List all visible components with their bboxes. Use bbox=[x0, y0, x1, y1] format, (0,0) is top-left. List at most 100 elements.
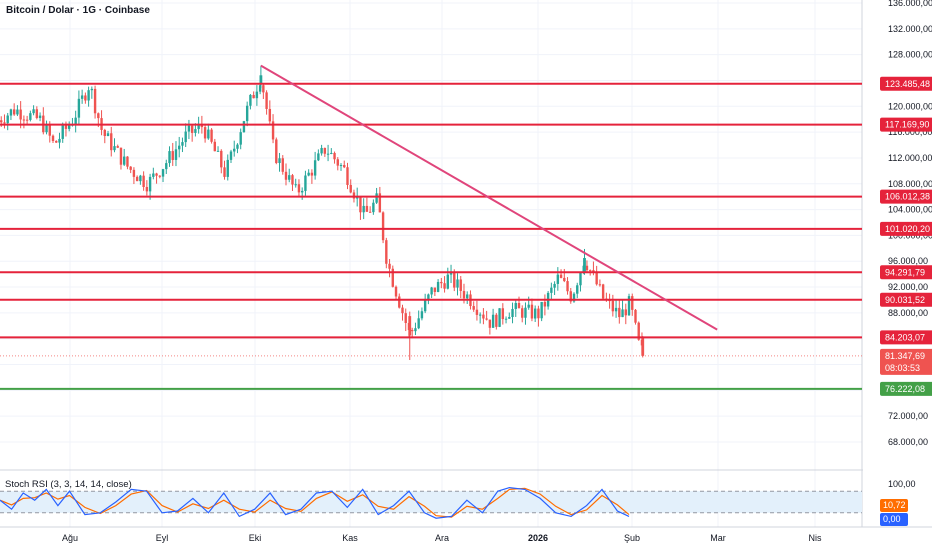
candle bbox=[262, 83, 265, 100]
candle bbox=[495, 313, 498, 330]
candle bbox=[90, 86, 94, 99]
candle bbox=[77, 90, 81, 126]
candle bbox=[388, 258, 391, 278]
candle bbox=[74, 110, 77, 133]
price-tick-label: 120.000,00 bbox=[888, 101, 932, 111]
candle bbox=[310, 169, 314, 184]
candle bbox=[291, 173, 294, 191]
time-axis[interactable]: Ağu Eyl Eki Kas Ara 2026 Şub Mar Nis bbox=[0, 526, 932, 543]
candle bbox=[485, 310, 488, 321]
candle bbox=[521, 305, 524, 323]
price-tick-label: 92.000,00 bbox=[888, 282, 928, 292]
candle bbox=[3, 114, 6, 129]
candle bbox=[110, 126, 113, 157]
price-level-tag[interactable]: 101.020,20 bbox=[880, 221, 932, 236]
candle bbox=[608, 293, 611, 309]
candle bbox=[417, 310, 420, 330]
candle bbox=[618, 299, 621, 324]
candle bbox=[330, 148, 333, 155]
price-tick-label: 136.000,00 bbox=[888, 0, 932, 8]
candle bbox=[38, 112, 42, 122]
stoch-line-d bbox=[0, 487, 630, 518]
price-level-tag[interactable]: 117.169,90 bbox=[880, 117, 932, 132]
price-level-tag[interactable]: 76.222,08 bbox=[880, 381, 932, 396]
candle bbox=[394, 285, 398, 300]
candle bbox=[265, 90, 268, 115]
countdown-label: 08:03:53 bbox=[885, 363, 920, 373]
candle bbox=[281, 155, 284, 175]
candle bbox=[55, 140, 58, 144]
price-level-tag[interactable]: 90.031,52 bbox=[880, 292, 932, 307]
candle bbox=[524, 302, 527, 325]
time-axis-label: Eyl bbox=[156, 533, 169, 543]
price-tick-label: 128.000,00 bbox=[888, 50, 932, 60]
candle bbox=[67, 121, 71, 132]
time-axis-label: Nis bbox=[809, 533, 822, 543]
stoch-rsi-pane bbox=[0, 486, 862, 519]
candle bbox=[359, 196, 362, 220]
candle bbox=[216, 146, 220, 152]
candle bbox=[126, 156, 129, 170]
candle bbox=[530, 298, 534, 322]
price-tick-label: 88.000,00 bbox=[888, 308, 928, 318]
svg-text:106.012,38: 106.012,38 bbox=[885, 192, 930, 202]
candle bbox=[504, 316, 508, 324]
candle bbox=[184, 123, 187, 148]
candle bbox=[233, 140, 236, 157]
candle bbox=[514, 300, 517, 317]
price-level-tag[interactable]: 123.485,48 bbox=[880, 76, 932, 91]
candle bbox=[349, 179, 352, 194]
stoch-line-k bbox=[0, 486, 630, 519]
candle bbox=[174, 141, 178, 167]
candle bbox=[61, 122, 64, 143]
price-level-tag[interactable]: 94.291,79 bbox=[880, 265, 932, 280]
candle bbox=[226, 154, 229, 181]
indicator-label[interactable]: Stoch RSI (3, 3, 14, 14, close) bbox=[5, 479, 132, 490]
candle bbox=[297, 179, 301, 198]
candles bbox=[0, 65, 645, 361]
candle bbox=[478, 312, 482, 324]
candle bbox=[210, 128, 213, 144]
candle bbox=[423, 293, 427, 314]
candle bbox=[540, 301, 543, 322]
candle bbox=[482, 308, 485, 325]
candle bbox=[414, 322, 417, 336]
candle bbox=[508, 312, 511, 319]
candle bbox=[220, 149, 223, 174]
candle bbox=[142, 171, 145, 191]
candle bbox=[187, 119, 191, 140]
time-axis-label: Ara bbox=[435, 533, 449, 543]
candle bbox=[145, 180, 149, 196]
last-price-tag[interactable]: 81.347,69 08:03:53 bbox=[880, 348, 932, 375]
candle bbox=[171, 142, 174, 166]
candle bbox=[611, 294, 615, 317]
candle bbox=[527, 296, 530, 310]
candle bbox=[559, 269, 563, 279]
time-axis-label: Şub bbox=[624, 533, 640, 543]
candle bbox=[323, 147, 327, 157]
price-level-tag[interactable]: 84.203,07 bbox=[880, 330, 932, 345]
candle bbox=[168, 146, 171, 167]
candle bbox=[326, 144, 330, 162]
price-axis[interactable]: 136.000,00132.000,00128.000,00124.000,00… bbox=[863, 0, 932, 550]
candle bbox=[563, 268, 566, 283]
trendline-layer[interactable] bbox=[260, 64, 718, 331]
candle bbox=[491, 308, 495, 328]
candle bbox=[566, 277, 569, 295]
svg-text:76.222,08: 76.222,08 bbox=[885, 384, 925, 394]
candle bbox=[119, 147, 123, 170]
candle bbox=[459, 276, 462, 299]
candle bbox=[556, 267, 560, 291]
candle bbox=[236, 143, 239, 154]
candle bbox=[58, 132, 61, 149]
candle bbox=[190, 124, 194, 142]
price-level-tag[interactable]: 106.012,38 bbox=[880, 189, 932, 204]
trendline[interactable] bbox=[260, 64, 718, 331]
candle bbox=[252, 91, 255, 99]
candle bbox=[87, 86, 90, 107]
candle bbox=[498, 308, 501, 328]
candle bbox=[627, 293, 631, 316]
candle bbox=[113, 138, 116, 153]
svg-text:123.485,48: 123.485,48 bbox=[885, 79, 930, 89]
